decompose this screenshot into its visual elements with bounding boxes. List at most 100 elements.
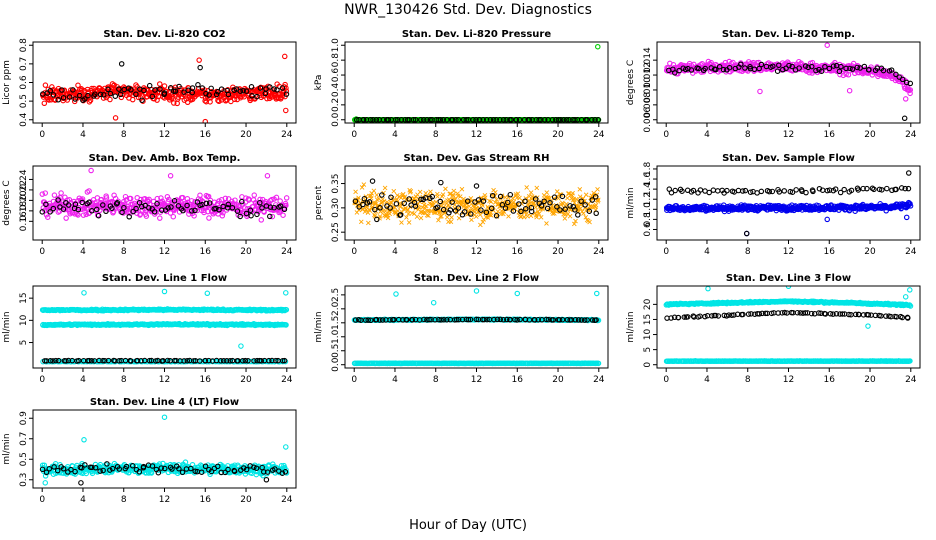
data-point (353, 117, 360, 123)
data-point (142, 202, 148, 209)
data-point (181, 358, 187, 364)
data-point (269, 196, 275, 203)
outlier-point (514, 290, 521, 297)
data-point (861, 63, 868, 70)
data-point (578, 198, 584, 204)
data-point (112, 93, 119, 99)
data-point (572, 317, 579, 323)
data-point (243, 88, 250, 94)
x-tick-label: 8 (433, 130, 439, 140)
data-point (280, 212, 286, 218)
data-point (522, 198, 528, 205)
data-point (426, 213, 431, 218)
data-point (583, 192, 589, 198)
data-point (884, 185, 890, 192)
x-tick-label: 24 (905, 130, 917, 140)
data-point (507, 191, 514, 198)
data-point (166, 196, 172, 203)
data-point (398, 117, 405, 123)
x-tick-label: 16 (200, 375, 212, 385)
data-point (370, 117, 376, 123)
outlier-point (743, 230, 750, 237)
data-point (56, 198, 62, 204)
data-points (351, 288, 602, 367)
data-point (63, 358, 69, 364)
data-point (107, 96, 113, 103)
data-point (170, 213, 177, 220)
y-tick-label: 0.4 (331, 83, 341, 98)
y-tick-label: 0.2 (331, 98, 341, 112)
y-tick-label: 1.0 (331, 329, 341, 344)
data-point (592, 117, 598, 123)
data-point (380, 117, 387, 123)
data-point (695, 65, 702, 72)
series-4 (42, 357, 288, 364)
data-point (497, 117, 503, 123)
data-point (225, 91, 232, 98)
data-point (197, 358, 203, 364)
data-point (849, 66, 856, 72)
data-point (860, 185, 866, 192)
data-point (86, 357, 92, 364)
data-point (690, 187, 697, 194)
data-point (818, 68, 825, 74)
x-tick-label: 20 (240, 247, 252, 257)
data-point (567, 203, 573, 209)
x-tick-label: 20 (864, 247, 876, 257)
x-tick-label: 8 (433, 375, 439, 385)
data-point (583, 214, 589, 220)
data-point (227, 357, 233, 364)
data-point (453, 316, 460, 323)
data-point (176, 83, 182, 90)
x-tick-label: 20 (552, 375, 564, 385)
data-point (554, 203, 560, 210)
data-point (353, 189, 358, 195)
data-point (418, 209, 423, 215)
data-point (86, 199, 92, 206)
y-tick-label: 1.0 (331, 38, 341, 53)
data-point (573, 197, 579, 202)
data-point (257, 85, 264, 91)
data-point (102, 357, 108, 364)
data-point (572, 207, 578, 213)
outlier-point (473, 288, 480, 294)
data-point (46, 97, 52, 103)
data-point (373, 117, 380, 123)
data-point (902, 185, 908, 192)
outlier-point (264, 173, 271, 179)
data-point (164, 357, 171, 364)
data-point (480, 117, 486, 123)
data-point (437, 117, 444, 123)
data-point (742, 65, 748, 71)
data-point (515, 191, 521, 197)
data-point (203, 200, 210, 207)
data-point (584, 317, 590, 323)
data-point (151, 208, 158, 215)
data-point (787, 188, 794, 195)
data-point (544, 205, 551, 212)
data-point (271, 204, 277, 211)
data-point (367, 117, 374, 123)
series-2 (40, 320, 289, 329)
data-point (545, 195, 551, 201)
data-point (283, 88, 290, 94)
chart-panel-3: Stan. Dev. Li-820 Temp.degrees C0 4 8 12 16 2… (626, 29, 921, 140)
data-point (547, 200, 553, 206)
x-tick-label: 24 (905, 247, 917, 257)
x-tick-label: 20 (864, 130, 876, 140)
data-point (157, 86, 163, 92)
data-point (766, 188, 773, 195)
data-point (161, 83, 168, 89)
data-point (42, 358, 48, 364)
data-point (164, 193, 171, 200)
data-point (157, 81, 163, 87)
data-point (871, 186, 877, 193)
data-points (39, 167, 290, 223)
data-point (379, 317, 386, 323)
data-point (493, 212, 500, 219)
data-point (79, 87, 85, 93)
data-point (373, 201, 379, 207)
x-tick-label: 8 (745, 130, 751, 140)
